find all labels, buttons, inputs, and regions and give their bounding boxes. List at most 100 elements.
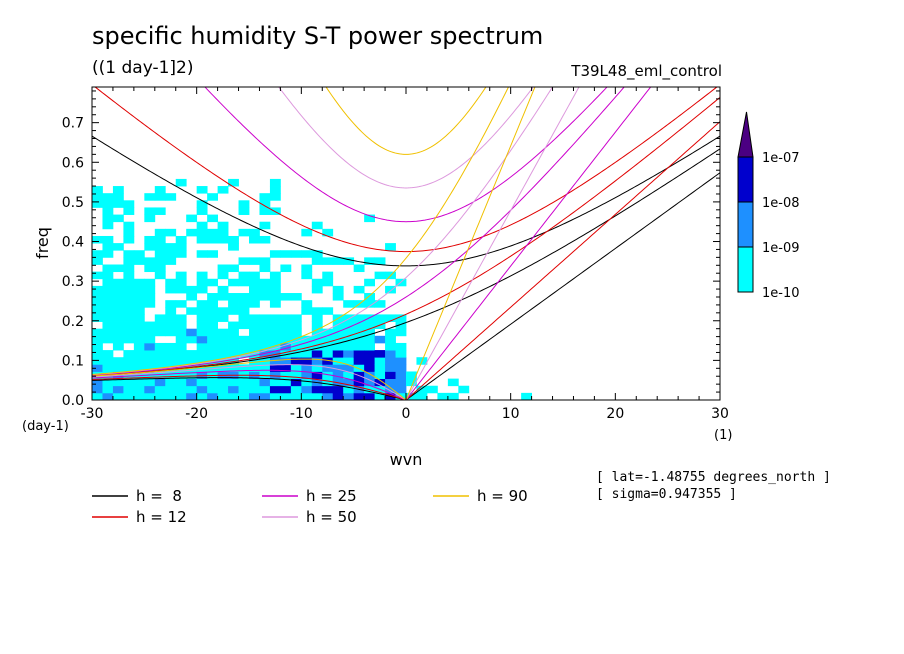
spectrum-cell bbox=[374, 371, 386, 380]
spectrum-cell bbox=[290, 357, 302, 365]
spectrum-cell bbox=[144, 378, 156, 387]
spectrum-cell bbox=[290, 392, 302, 400]
spectrum-cell bbox=[175, 300, 187, 308]
mixed-rossby-gravity-curve bbox=[92, 87, 625, 376]
spectrum-cell bbox=[133, 257, 145, 265]
spectrum-cell bbox=[207, 214, 218, 223]
spectrum-cell bbox=[207, 350, 218, 358]
spectrum-cell bbox=[238, 314, 250, 322]
spectrum-cell bbox=[196, 307, 208, 315]
spectrum-cell bbox=[144, 207, 156, 215]
spectrum-cell bbox=[280, 342, 292, 351]
spectrum-cell bbox=[374, 271, 386, 280]
spectrum-cell bbox=[322, 278, 334, 287]
spectrum-cell bbox=[322, 357, 334, 365]
spectrum-cell bbox=[102, 250, 114, 258]
legend-label: h = 8 bbox=[136, 487, 182, 505]
spectrum-cell bbox=[112, 214, 124, 223]
spectrum-cell bbox=[332, 357, 344, 365]
spectrum-cell bbox=[290, 293, 302, 301]
spectrum-cell bbox=[322, 228, 334, 237]
spectrum-cell bbox=[280, 357, 292, 365]
spectrum-cell bbox=[311, 285, 323, 294]
spectrum-cell bbox=[259, 264, 271, 273]
spectrum-cell bbox=[332, 364, 344, 372]
spectrum-cell bbox=[217, 264, 229, 273]
spectrum-cell bbox=[249, 278, 260, 287]
spectrum-cell bbox=[133, 285, 145, 294]
spectrum-cell bbox=[144, 285, 156, 294]
spectrum-cell bbox=[165, 250, 177, 258]
spectrum-cell bbox=[385, 335, 396, 344]
spectrum-cell bbox=[196, 200, 208, 208]
spectrum-cell bbox=[269, 328, 281, 337]
spectrum-cell bbox=[112, 342, 124, 351]
spectrum-cell bbox=[395, 314, 407, 322]
spectrum-cell bbox=[269, 300, 281, 308]
spectrum-cell bbox=[217, 293, 229, 301]
spectrum-cell bbox=[259, 278, 271, 287]
spectrum-cell bbox=[102, 214, 114, 223]
spectrum-cell bbox=[217, 392, 229, 400]
spectrum-cell bbox=[269, 314, 281, 322]
spectrum-cell bbox=[353, 357, 365, 365]
spectrum-cell bbox=[311, 257, 323, 265]
spectrum-cell bbox=[269, 385, 281, 394]
spectrum-cell bbox=[112, 364, 124, 372]
spectrum-cell bbox=[112, 385, 124, 394]
spectrum-cell bbox=[123, 328, 135, 337]
spectrum-cell bbox=[269, 293, 281, 301]
spectrum-cell bbox=[123, 293, 135, 301]
spectrum-cell bbox=[311, 392, 323, 400]
spectrum-cell bbox=[343, 328, 355, 337]
spectrum-cell bbox=[228, 335, 239, 344]
spectrum-cell bbox=[154, 243, 166, 251]
rossby-curve bbox=[92, 377, 407, 400]
spectrum-cell bbox=[133, 385, 145, 394]
spectrum-cell bbox=[374, 357, 386, 365]
x-tick-label: 0 bbox=[402, 406, 411, 422]
spectrum-cell bbox=[196, 342, 208, 351]
spectrum-cell bbox=[207, 392, 218, 400]
spectrum-cell bbox=[228, 178, 239, 187]
spectrum-cell bbox=[406, 371, 417, 380]
spectrum-cell bbox=[144, 193, 156, 201]
latitude-note: [ lat=-1.48755 degrees_north ] bbox=[596, 470, 831, 485]
spectrum-cell bbox=[458, 385, 470, 394]
spectrum-cell bbox=[395, 321, 407, 330]
spectrum-cell bbox=[207, 278, 218, 287]
spectrum-cell bbox=[259, 314, 271, 322]
spectrum-cell bbox=[269, 357, 281, 365]
spectrum-cell bbox=[133, 328, 145, 337]
spectrum-cell bbox=[301, 335, 313, 344]
spectrum-cell bbox=[154, 228, 166, 237]
spectrum-cell bbox=[112, 300, 124, 308]
y-tick-label: 0.6 bbox=[62, 155, 84, 171]
spectrum-cell bbox=[290, 385, 302, 394]
spectrum-cell bbox=[228, 385, 239, 394]
spectrum-cell bbox=[196, 335, 208, 344]
y-tick-label: 0.2 bbox=[62, 314, 84, 330]
spectrum-cell bbox=[311, 314, 323, 322]
spectrum-cell bbox=[259, 293, 271, 301]
spectrum-cell bbox=[175, 357, 187, 365]
spectrum-cell bbox=[343, 371, 355, 380]
spectrum-cell bbox=[332, 328, 344, 337]
spectrum-cell bbox=[269, 371, 281, 380]
spectrum-cell bbox=[249, 357, 260, 365]
y-tick-label: 0.1 bbox=[62, 353, 84, 369]
spectrum-cell bbox=[102, 293, 114, 301]
spectrum-cell bbox=[102, 392, 114, 400]
spectrum-cell bbox=[249, 392, 260, 400]
colorbar-label: 1e-08 bbox=[762, 196, 800, 211]
colorbar-segment bbox=[737, 201, 754, 248]
spectrum-cell bbox=[196, 186, 208, 194]
spectrum-cell bbox=[280, 321, 292, 330]
spectrum-cell bbox=[133, 357, 145, 365]
spectrum-cell bbox=[217, 285, 229, 294]
spectrum-cell bbox=[196, 378, 208, 387]
inertio-gravity-curve bbox=[204, 87, 608, 223]
spectrum-cell bbox=[364, 371, 375, 380]
spectrum-cell bbox=[217, 342, 229, 351]
spectrum-cell bbox=[322, 392, 334, 400]
